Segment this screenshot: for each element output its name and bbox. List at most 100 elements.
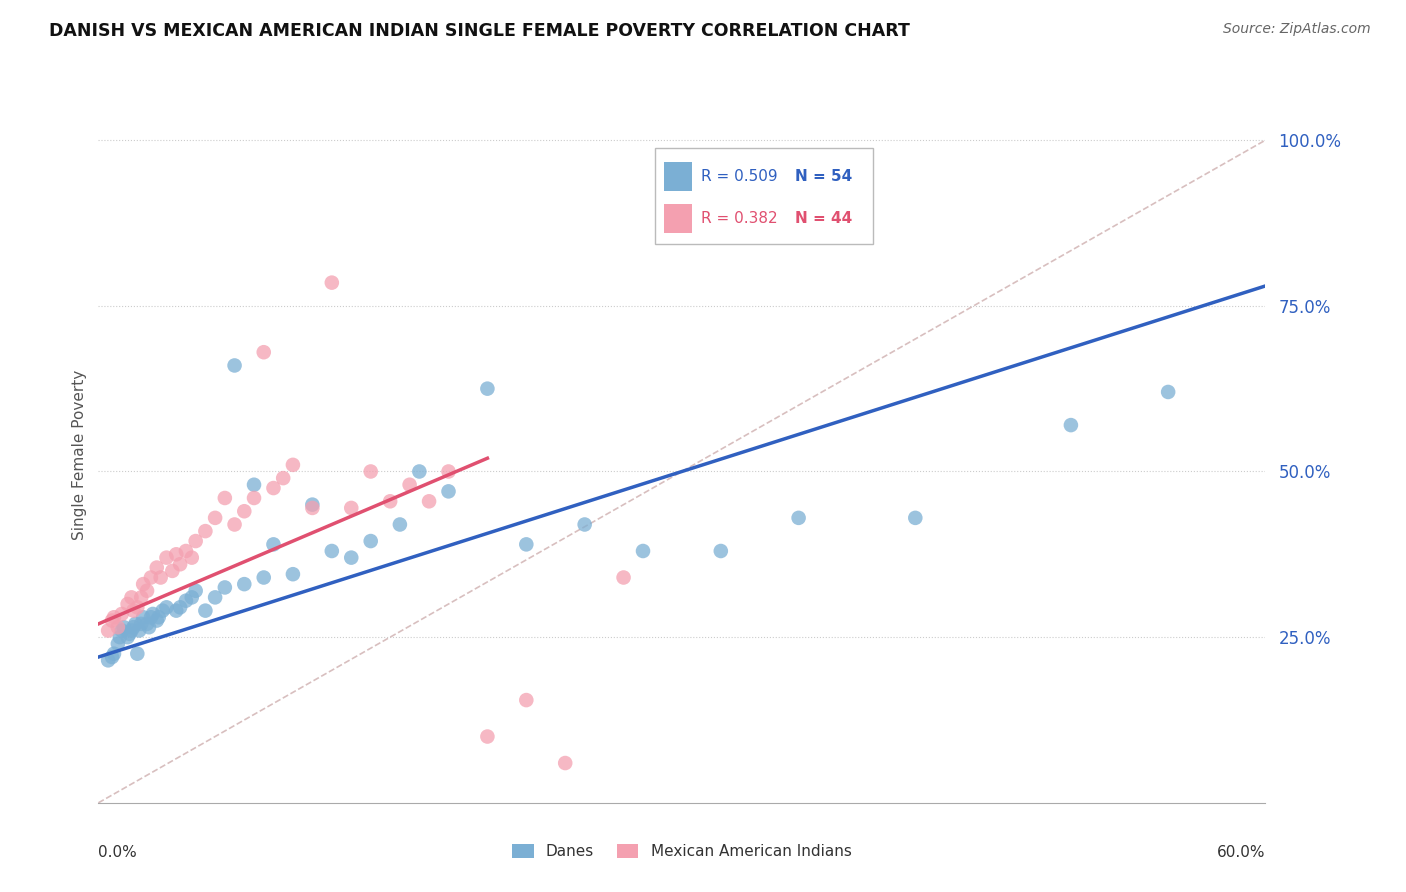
Text: DANISH VS MEXICAN AMERICAN INDIAN SINGLE FEMALE POVERTY CORRELATION CHART: DANISH VS MEXICAN AMERICAN INDIAN SINGLE… — [49, 22, 910, 40]
Point — [165, 604, 187, 618]
Point — [418, 494, 440, 508]
Point — [271, 471, 294, 485]
Point — [118, 627, 141, 641]
Text: Source: ZipAtlas.com: Source: ZipAtlas.com — [1223, 22, 1371, 37]
Point — [129, 591, 152, 605]
Point — [787, 511, 810, 525]
Text: 60.0%: 60.0% — [1218, 845, 1265, 860]
Point — [148, 610, 170, 624]
Point — [262, 537, 284, 551]
Point — [253, 345, 276, 359]
Point — [103, 610, 125, 624]
Point — [149, 570, 172, 584]
Point — [340, 500, 363, 515]
Text: R = 0.382: R = 0.382 — [702, 211, 778, 226]
Point — [117, 597, 139, 611]
FancyBboxPatch shape — [655, 148, 873, 244]
Point — [103, 647, 125, 661]
Point — [224, 517, 246, 532]
Point — [380, 494, 402, 508]
Point — [136, 583, 159, 598]
Point — [101, 614, 124, 628]
Point — [97, 624, 120, 638]
Point — [194, 524, 217, 538]
Point — [437, 484, 460, 499]
Point — [132, 610, 155, 624]
Point — [155, 600, 177, 615]
Point — [138, 620, 160, 634]
Point — [1157, 384, 1180, 399]
Point — [233, 504, 256, 518]
Point — [281, 567, 304, 582]
Point — [321, 276, 343, 290]
Point — [108, 630, 131, 644]
Point — [631, 544, 654, 558]
Point — [184, 583, 207, 598]
Point — [122, 620, 145, 634]
Point — [408, 465, 430, 479]
Bar — [664, 161, 692, 191]
Point — [174, 544, 197, 558]
Point — [107, 637, 129, 651]
Point — [360, 534, 382, 549]
Point — [97, 653, 120, 667]
Point — [1060, 418, 1083, 433]
Point — [262, 481, 284, 495]
Point — [204, 511, 226, 525]
Point — [360, 465, 382, 479]
Point — [321, 544, 343, 558]
Text: 0.0%: 0.0% — [98, 845, 138, 860]
Point — [132, 577, 155, 591]
Point — [388, 517, 411, 532]
Point — [281, 458, 304, 472]
Point — [253, 570, 276, 584]
Point — [142, 607, 165, 621]
Point — [437, 465, 460, 479]
Point — [165, 547, 187, 561]
Point — [101, 650, 124, 665]
Point — [214, 491, 236, 505]
Point — [180, 550, 202, 565]
Point — [301, 498, 323, 512]
Point — [124, 616, 146, 631]
Text: N = 44: N = 44 — [794, 211, 852, 226]
Point — [129, 616, 152, 631]
Point — [904, 511, 927, 525]
Point — [243, 477, 266, 491]
Point — [169, 558, 191, 572]
Bar — [664, 204, 692, 233]
Point — [121, 624, 143, 638]
Point — [174, 593, 197, 607]
Point — [122, 604, 145, 618]
Point — [477, 382, 499, 396]
Point — [146, 560, 169, 574]
Point — [184, 534, 207, 549]
Point — [398, 477, 420, 491]
Point — [710, 544, 733, 558]
Point — [146, 614, 169, 628]
Point — [111, 624, 134, 638]
Point — [121, 591, 143, 605]
Point — [169, 600, 191, 615]
Point — [127, 600, 149, 615]
Point — [340, 550, 363, 565]
Point — [117, 630, 139, 644]
Point — [515, 693, 537, 707]
Point — [139, 610, 162, 624]
Point — [136, 616, 159, 631]
Point — [204, 591, 226, 605]
Point — [613, 570, 636, 584]
Point — [112, 620, 135, 634]
Point — [180, 591, 202, 605]
Point — [111, 607, 134, 621]
Point — [152, 604, 174, 618]
Point — [243, 491, 266, 505]
Point — [233, 577, 256, 591]
Text: N = 54: N = 54 — [794, 169, 852, 184]
Y-axis label: Single Female Poverty: Single Female Poverty — [72, 370, 87, 540]
Text: R = 0.509: R = 0.509 — [702, 169, 778, 184]
Point — [574, 517, 596, 532]
Legend: Danes, Mexican American Indians: Danes, Mexican American Indians — [506, 838, 858, 865]
Point — [214, 581, 236, 595]
Point — [127, 647, 149, 661]
